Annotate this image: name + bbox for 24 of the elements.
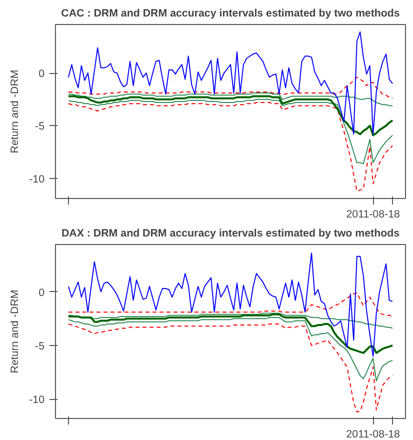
- y-tick-label: 0: [38, 68, 45, 80]
- y-tick-label: -5: [35, 120, 45, 133]
- line-series: [67, 313, 394, 354]
- y-tick-label: 0: [38, 286, 45, 299]
- line-series: [68, 292, 394, 317]
- x-tick-label: 2011-08-18: [346, 428, 400, 440]
- line-series: [68, 92, 394, 106]
- x-tick-label: 2011-08-18: [346, 208, 400, 220]
- line-series: [68, 102, 394, 192]
- line-series: [68, 76, 394, 99]
- line-series: [68, 252, 394, 357]
- line-series: [68, 98, 394, 164]
- line-series: [68, 317, 394, 382]
- line-series: [67, 95, 394, 136]
- y-tick-label: -5: [35, 340, 45, 352]
- line-series: [68, 31, 394, 135]
- chart-title: DAX : DRM and DRM accuracy intervals estimated by two methods: [61, 228, 400, 240]
- y-axis-title: Return and -DRM: [9, 290, 22, 374]
- y-axis-title: Return and -DRM: [9, 70, 22, 154]
- line-series: [68, 312, 394, 329]
- line-series: [68, 323, 394, 413]
- chart-title: CAC : DRM and DRM accuracy intervals estimated by two methods: [61, 8, 400, 20]
- y-tick-label: -10: [29, 173, 45, 186]
- y-tick-label: -10: [29, 394, 45, 406]
